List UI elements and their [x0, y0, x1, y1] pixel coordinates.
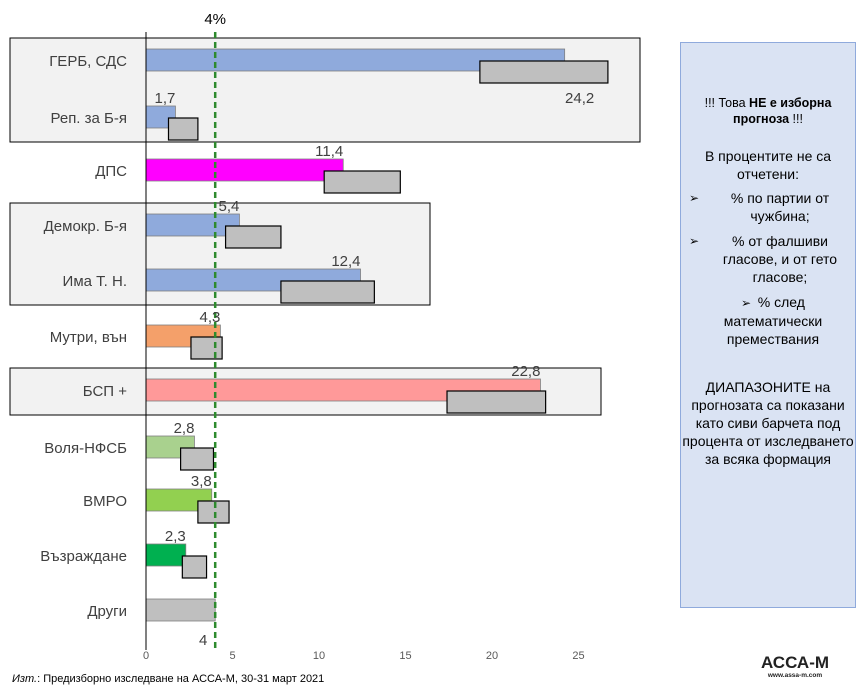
category-label: Мутри, вън	[50, 329, 127, 346]
value-label: 11,4	[315, 143, 343, 160]
x-tick-labels: 0 5 10 15 20 25	[143, 650, 585, 662]
note-bullets: ➢% по партии от чужбина; ➢% от фалшиви г…	[681, 189, 855, 348]
value-label: 1,7	[155, 90, 176, 107]
arrow-bullet-icon: ➢	[741, 296, 758, 310]
category-label: Възраждане	[40, 548, 127, 565]
disclaimer-note: !!! Това НЕ е изборна прогноза !!! В про…	[680, 42, 856, 608]
x-tick-label: 0	[143, 650, 149, 662]
note-intro: В процентите не са отчетени:	[704, 148, 832, 182]
range-bar	[197, 500, 230, 524]
range-bar	[323, 170, 401, 194]
value-label: 24,2	[565, 90, 594, 107]
arrow-bullet-icon: ➢	[689, 234, 700, 248]
source-note: Изт.: Предизборно изследване на АССА-М, …	[12, 673, 325, 685]
category-label: Има Т. Н.	[63, 273, 127, 290]
category-label: Воля-НФСБ	[44, 440, 127, 457]
value-label: 2,3	[165, 528, 186, 545]
range-bar	[190, 336, 223, 360]
category-labels: ГЕРБ, СДС Реп. за Б-я ДПС Демокр. Б-я Има Т.…	[40, 53, 127, 620]
range-bar	[280, 280, 375, 304]
value-label: 4	[199, 632, 207, 649]
category-label: БСП +	[83, 383, 127, 400]
bar-chart: 4% ГЕРБ, СДС Реп. за Б-я ДПС Демокр. Б-я Има…	[9, 11, 641, 662]
range-bar	[167, 117, 199, 141]
range-bar	[181, 555, 208, 579]
bar	[145, 598, 216, 622]
value-label: 12,4	[331, 253, 360, 270]
note-bullet: ➢% по партии от чужбина;	[689, 190, 830, 224]
value-label: 2,8	[174, 420, 195, 437]
range-bar	[224, 225, 282, 249]
brand-name: АССА-М	[760, 653, 830, 672]
note-bullet: ➢ % след математически премествания	[723, 294, 823, 347]
value-labels: 24,2 1,7 11,4 5,4 12,4 4,3 22,8 2,8 3,8 2,3 4	[155, 90, 595, 649]
category-label: Други	[87, 603, 127, 620]
value-label: 4,3	[200, 309, 221, 326]
category-label: Демокр. Б-я	[44, 218, 127, 235]
bar	[145, 158, 344, 182]
x-tick-label: 5	[229, 650, 235, 662]
arrow-bullet-icon: ➢	[689, 191, 700, 205]
bars	[145, 48, 566, 622]
range-bar	[180, 447, 215, 471]
range-bar	[446, 390, 547, 414]
value-label: 22,8	[511, 363, 540, 380]
range-bars	[167, 60, 609, 579]
category-label: ВМРО	[83, 493, 127, 510]
category-label: ГЕРБ, СДС	[49, 53, 127, 70]
x-tick-label: 20	[486, 650, 498, 662]
brand-logo: АССА-М www.assa-m.com	[740, 653, 850, 680]
category-label: Реп. за Б-я	[51, 110, 128, 127]
range-bar	[479, 60, 609, 84]
value-label: 3,8	[191, 473, 212, 490]
x-tick-label: 10	[313, 650, 325, 662]
threshold-label: 4%	[204, 11, 226, 28]
x-tick-label: 15	[399, 650, 411, 662]
value-label: 5,4	[219, 198, 240, 215]
brand-url: www.assa-m.com	[767, 672, 823, 679]
ranges-explanation: ДИАПАЗОНИТЕ на прогнозата са показани ка…	[682, 379, 854, 467]
note-bullet: ➢% от фалшиви гласове, и от гето гласове…	[689, 233, 838, 285]
bar	[145, 543, 187, 567]
category-label: ДПС	[95, 163, 127, 180]
warning-text: !!! Това НЕ е изборна прогноза !!!	[704, 96, 832, 126]
x-tick-label: 25	[572, 650, 584, 662]
